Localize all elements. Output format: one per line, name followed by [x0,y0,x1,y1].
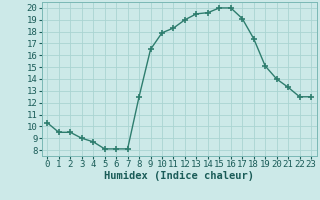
X-axis label: Humidex (Indice chaleur): Humidex (Indice chaleur) [104,171,254,181]
